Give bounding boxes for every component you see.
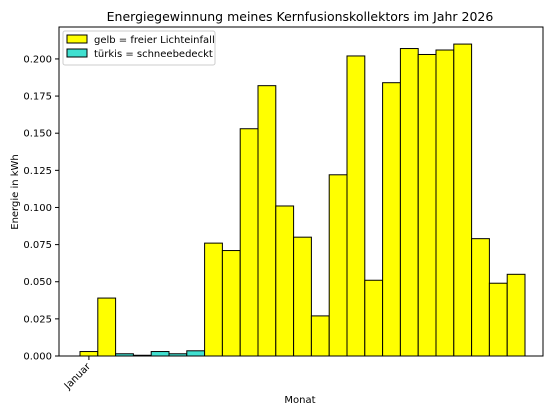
bar-22 <box>453 43 473 357</box>
bar-11 <box>257 85 277 357</box>
bar-10 <box>239 128 259 357</box>
x-axis-label: Monat <box>284 395 315 406</box>
y-tick-label: 0.075 <box>23 240 52 251</box>
y-tick-label: 0.000 <box>23 352 52 363</box>
bar-8 <box>204 242 223 357</box>
bar-17 <box>364 279 384 357</box>
y-tick-label: 0.125 <box>23 166 52 177</box>
bar-15 <box>328 174 348 357</box>
bar-7 <box>186 350 206 357</box>
bar-1 <box>79 351 99 357</box>
bar-2 <box>97 297 117 357</box>
legend-swatch <box>66 34 88 44</box>
bar-19 <box>399 48 419 357</box>
y-tick-label: 0.050 <box>23 277 52 288</box>
y-tick-label: 0.100 <box>23 203 52 214</box>
bar-5 <box>150 351 170 357</box>
legend-label: gelb = freier Lichteinfall <box>94 35 215 46</box>
bar-16 <box>346 55 366 357</box>
bar-9 <box>221 250 241 357</box>
bars-group <box>79 43 526 357</box>
chart-title: Energiegewinnung meines Kernfusionskolle… <box>107 9 494 24</box>
y-tick-label: 0.150 <box>23 129 52 140</box>
legend-label: türkis = schneebedeckt <box>94 49 213 60</box>
legend-swatch <box>66 48 88 58</box>
bar-24 <box>488 282 508 357</box>
bar-23 <box>471 238 490 357</box>
y-tick-label: 0.175 <box>23 92 52 103</box>
y-tick-label: 0.025 <box>23 314 52 325</box>
bar-12 <box>275 205 295 357</box>
y-axis-label: Energie in kWh <box>10 154 21 230</box>
bar-18 <box>382 82 401 357</box>
bar-25 <box>506 273 526 357</box>
bar-21 <box>435 49 455 357</box>
y-axis-ticks: 0.000 0.025 0.050 0.075 0.100 0.125 0.150 0.175… <box>23 54 59 363</box>
axes-frame <box>58 26 544 357</box>
legend-frame <box>62 30 216 66</box>
bar-13 <box>293 236 312 357</box>
bar-20 <box>417 53 437 357</box>
legend: gelb = freier Lichteinfall türkis = schne… <box>62 30 216 66</box>
bar-14 <box>310 315 330 357</box>
y-tick-label: 0.200 <box>23 54 52 65</box>
